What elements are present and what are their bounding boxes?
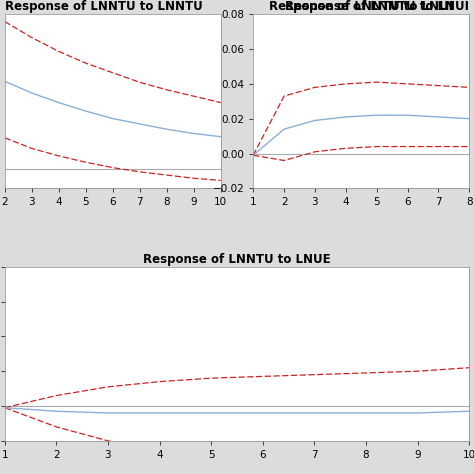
Text: Response of LNNTU to LNUI: Response of LNNTU to LNUI (285, 0, 469, 13)
Text: Response of LNNTU to LNNTU: Response of LNNTU to LNNTU (5, 0, 202, 13)
Title: Response of LNNTU to LNUE: Response of LNNTU to LNUE (143, 253, 331, 265)
Title: Response of LNNTU to LNUI: Response of LNNTU to LNUI (269, 0, 453, 13)
